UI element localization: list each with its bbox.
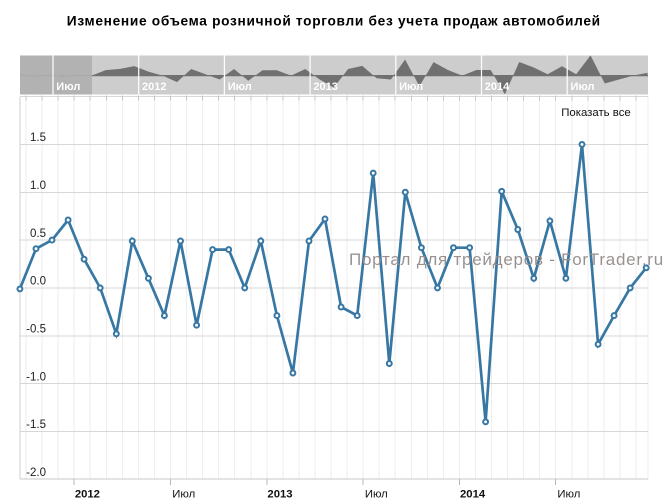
svg-text:0.5: 0.5 [30, 228, 46, 240]
svg-text:Портал для трейдеров - ForTrad: Портал для трейдеров - ForTrader.ru [349, 250, 664, 269]
svg-text:Июл: Июл [571, 81, 595, 93]
svg-text:2013: 2013 [313, 81, 337, 93]
svg-text:-0.5: -0.5 [26, 324, 46, 336]
svg-text:2014: 2014 [485, 81, 510, 93]
svg-text:Июл: Июл [557, 489, 580, 500]
svg-text:Июл: Июл [172, 489, 195, 500]
svg-text:Изменение объема розничной тор: Изменение объема розничной торговли без … [67, 14, 601, 29]
svg-text:1.0: 1.0 [30, 180, 46, 192]
svg-text:-2.0: -2.0 [26, 467, 46, 479]
svg-text:Июл: Июл [365, 489, 388, 500]
svg-text:Июл: Июл [399, 81, 423, 93]
svg-text:1.5: 1.5 [30, 132, 46, 144]
svg-text:Июл: Июл [56, 81, 80, 93]
svg-text:Показать все: Показать все [561, 107, 631, 119]
svg-text:2012: 2012 [142, 81, 166, 93]
svg-text:-1.0: -1.0 [26, 371, 46, 383]
svg-text:0.0: 0.0 [30, 276, 46, 288]
svg-text:2013: 2013 [267, 489, 292, 500]
svg-text:Июл: Июл [228, 81, 252, 93]
svg-text:2012: 2012 [75, 489, 100, 500]
svg-text:-1.5: -1.5 [26, 419, 46, 431]
svg-text:2014: 2014 [460, 489, 486, 500]
